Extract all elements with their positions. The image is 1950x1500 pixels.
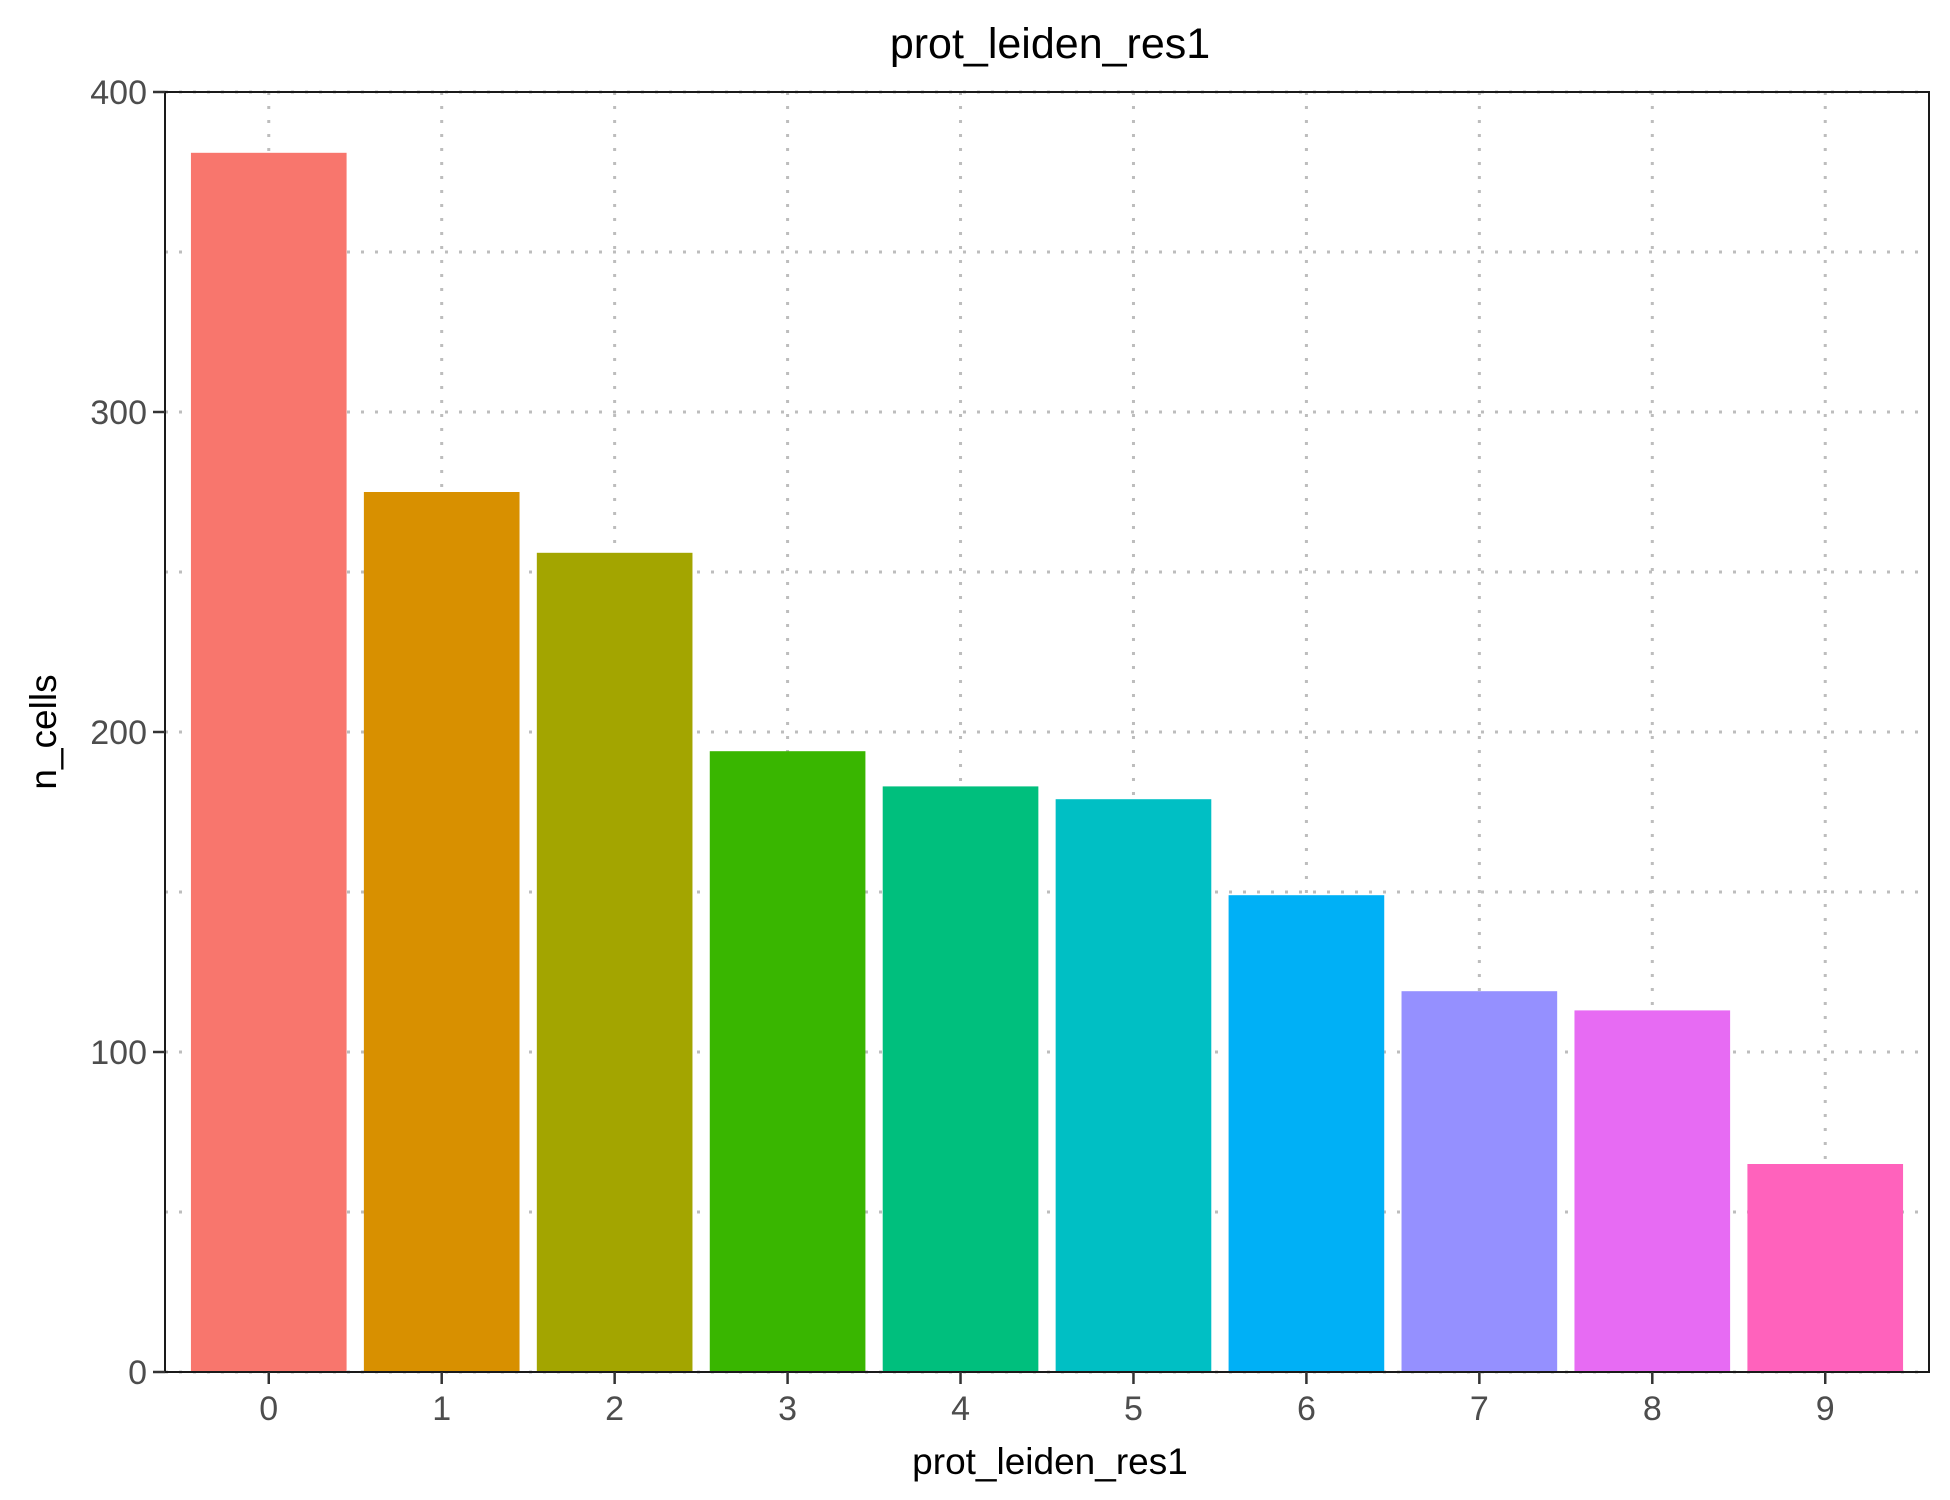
x-tick-label: 3	[778, 1390, 797, 1428]
x-tick-label: 1	[432, 1390, 451, 1428]
bar-cluster-6	[1228, 895, 1385, 1372]
x-axis: 0 1 2 3 4 5 6 7 8 9	[259, 1372, 1835, 1428]
bar-cluster-4	[882, 786, 1039, 1372]
bar-cluster-5	[1055, 799, 1212, 1372]
bar-cluster-7	[1401, 991, 1558, 1372]
x-tick-label: 4	[951, 1390, 970, 1428]
bar-cluster-3	[709, 751, 866, 1372]
y-tick-label: 300	[90, 394, 147, 432]
y-tick-label: 200	[90, 714, 147, 752]
x-tick-label: 0	[259, 1390, 278, 1428]
y-tick-label: 400	[90, 74, 147, 112]
bars	[190, 152, 1904, 1372]
x-tick-label: 9	[1816, 1390, 1835, 1428]
y-axis: 0 100 200 300 400	[90, 74, 165, 1392]
x-tick-label: 5	[1124, 1390, 1143, 1428]
y-tick-label: 100	[90, 1034, 147, 1072]
bar-cluster-8	[1574, 1010, 1731, 1372]
y-tick-label: 0	[128, 1354, 147, 1392]
x-axis-title: prot_leiden_res1	[912, 1441, 1188, 1482]
x-tick-label: 6	[1297, 1390, 1316, 1428]
x-tick-label: 2	[605, 1390, 624, 1428]
bar-cluster-2	[536, 552, 693, 1372]
bar-cluster-9	[1747, 1164, 1904, 1372]
bar-cluster-0	[190, 152, 347, 1372]
y-axis-title: n_cells	[23, 674, 64, 789]
x-tick-label: 7	[1470, 1390, 1489, 1428]
chart-title: prot_leiden_res1	[890, 20, 1210, 68]
x-tick-label: 8	[1643, 1390, 1662, 1428]
bar-cluster-1	[363, 492, 520, 1372]
